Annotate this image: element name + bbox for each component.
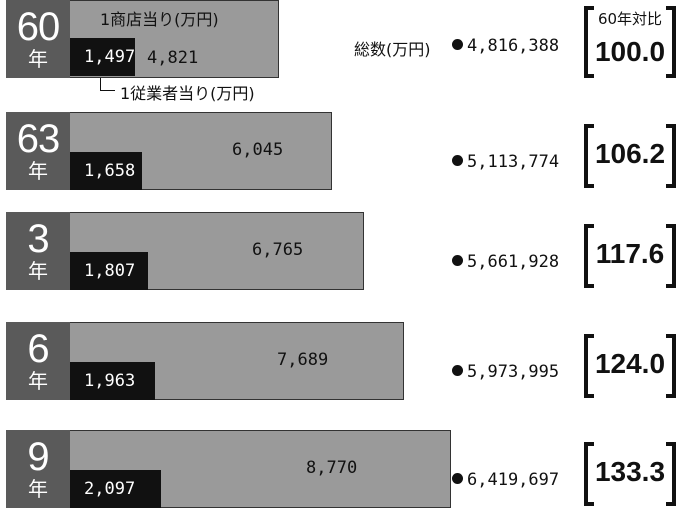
index-box: 124.0 — [584, 334, 676, 398]
bullet-icon — [452, 255, 463, 266]
per-store-value: 6,045 — [232, 140, 284, 160]
total-number: 5,661,928 — [467, 252, 560, 272]
index-box: 60年対比 100.0 — [584, 6, 676, 78]
year-box: 60 年 — [6, 0, 70, 78]
per-employee-value: 2,097 — [84, 479, 136, 499]
total-value: 5,661,928 — [452, 252, 559, 272]
per-employee-value: 1,807 — [84, 261, 136, 281]
year-unit: 年 — [28, 259, 48, 283]
index-box: 117.6 — [584, 224, 676, 288]
year-number: 9 — [27, 435, 49, 479]
per-store-value: 4,821 — [147, 48, 199, 68]
index-value: 106.2 — [594, 138, 666, 169]
callout-line — [100, 78, 115, 91]
year-row: 1,497 4,821 60 年 4,816,388 60年対比 100.0 — [0, 0, 686, 80]
index-header: 60年対比 — [597, 10, 663, 28]
total-number: 5,973,995 — [467, 362, 560, 382]
index-box: 133.3 — [584, 442, 676, 506]
bracket-right — [666, 6, 676, 78]
bullet-icon — [452, 155, 463, 166]
year-row: 1,807 6,765 3 年 5,661,928 117.6 — [0, 212, 686, 292]
index-value: 100.0 — [594, 36, 666, 67]
total-value: 5,113,774 — [452, 152, 559, 172]
index-value: 117.6 — [595, 238, 665, 269]
per-store-value: 6,765 — [252, 240, 304, 260]
year-number: 63 — [16, 117, 60, 161]
per-employee-bar — [70, 152, 142, 190]
bracket-right — [666, 224, 676, 288]
total-value: 6,419,697 — [452, 470, 559, 490]
year-box: 63 年 — [6, 112, 70, 190]
year-number: 6 — [27, 327, 49, 371]
year-number: 60 — [16, 5, 60, 49]
year-row: 2,097 8,770 9 年 6,419,697 133.3 — [0, 430, 686, 510]
bracket-right — [666, 124, 676, 188]
per-store-value: 7,689 — [277, 350, 329, 370]
total-number: 6,419,697 — [467, 470, 560, 490]
per-employee-label: 1従業者当り(万円) — [120, 84, 255, 103]
total-number: 4,816,388 — [467, 36, 560, 56]
per-employee-bar — [70, 38, 135, 76]
bracket-left — [584, 124, 594, 188]
year-row: 1,963 7,689 6 年 5,973,995 124.0 — [0, 322, 686, 402]
year-unit: 年 — [28, 477, 48, 501]
bracket-left — [584, 6, 594, 78]
year-unit: 年 — [28, 369, 48, 393]
bracket-left — [584, 224, 594, 288]
total-number: 5,113,774 — [467, 152, 560, 172]
per-employee-value: 1,658 — [84, 161, 136, 181]
year-row: 1,658 6,045 63 年 5,113,774 106.2 — [0, 112, 686, 192]
per-employee-bar — [70, 252, 148, 290]
total-value: 5,973,995 — [452, 362, 559, 382]
year-unit: 年 — [28, 159, 48, 183]
bracket-right — [666, 334, 676, 398]
bullet-icon — [452, 39, 463, 50]
bracket-left — [584, 334, 594, 398]
total-label: 総数(万円) — [354, 40, 431, 59]
year-unit: 年 — [28, 47, 48, 71]
per-employee-bar — [70, 362, 155, 400]
per-employee-value: 1,497 — [84, 47, 136, 67]
bullet-icon — [452, 365, 463, 376]
year-number: 3 — [27, 217, 49, 261]
index-box: 106.2 — [584, 124, 676, 188]
per-store-label: 1商店当り(万円) — [100, 10, 219, 29]
index-value: 124.0 — [594, 348, 666, 379]
per-employee-value: 1,963 — [84, 371, 136, 391]
per-store-value: 8,770 — [306, 458, 358, 478]
bullet-icon — [452, 473, 463, 484]
index-value: 133.3 — [594, 456, 666, 487]
total-value: 4,816,388 — [452, 36, 559, 56]
